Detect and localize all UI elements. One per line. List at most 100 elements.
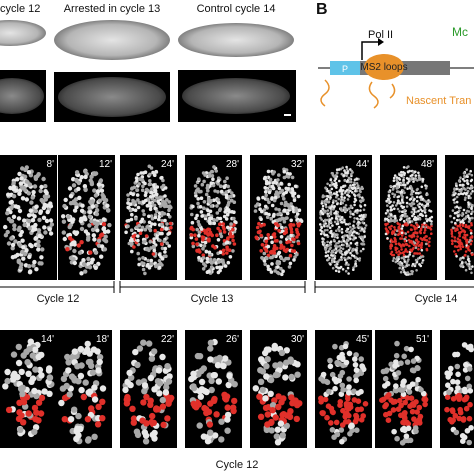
nucleus (343, 256, 346, 260)
nucleus (291, 237, 295, 241)
nucleus (354, 262, 357, 265)
nucleus (216, 190, 220, 194)
nucleus (402, 256, 405, 260)
nucleus (165, 241, 169, 245)
nucleus (136, 345, 144, 352)
nucleus (157, 259, 162, 263)
nucleus (266, 253, 271, 258)
nucleus (266, 244, 271, 249)
nucleus (329, 427, 336, 433)
nucleus (361, 221, 365, 224)
nucleus (280, 225, 284, 230)
nucleus (266, 169, 271, 174)
nucleus (349, 212, 353, 215)
nucleus (415, 365, 421, 372)
nucleus (402, 176, 406, 179)
nucleus (346, 193, 349, 197)
nucleus (159, 227, 164, 232)
nucleus (340, 209, 344, 212)
nucleus (462, 221, 466, 225)
nucleus (453, 250, 456, 253)
nucleus (201, 237, 205, 242)
nucleus (71, 406, 78, 413)
nucleus (334, 431, 341, 438)
nucleus (319, 223, 322, 226)
nucleus (453, 429, 460, 436)
nucleus (410, 190, 414, 193)
embryo (58, 77, 166, 117)
nucleus (467, 264, 471, 268)
nucleus (410, 176, 414, 179)
nucleus (42, 225, 47, 230)
nucleus (471, 265, 474, 268)
nucleus (225, 251, 229, 255)
nucleus (337, 402, 343, 409)
nucleus (339, 422, 346, 428)
nucleus (411, 195, 414, 199)
nucleus (161, 178, 165, 183)
nucleus (261, 195, 265, 200)
nucleus (469, 169, 473, 173)
nucleus (222, 185, 227, 189)
nucleus (414, 216, 418, 220)
nucleus (389, 217, 393, 221)
nucleus (207, 339, 215, 346)
nucleus (200, 182, 205, 187)
nucleus (334, 199, 338, 203)
nucleus (384, 217, 387, 221)
nucleus (333, 184, 337, 188)
nucleus (392, 256, 396, 260)
nucleus (82, 215, 87, 220)
nucleus (462, 171, 466, 175)
nucleus (344, 269, 348, 273)
nucleus (59, 385, 67, 392)
nucleus (345, 240, 349, 243)
nucleus (323, 233, 327, 237)
nucleus (393, 226, 396, 229)
nucleus (392, 201, 396, 204)
nucleus (416, 224, 420, 227)
nucleus (25, 370, 32, 377)
nucleus (33, 222, 38, 228)
nucleus (282, 208, 287, 212)
nucleus (143, 227, 148, 232)
nucleus (158, 231, 163, 236)
nucleus (83, 229, 89, 234)
nucleus (459, 433, 466, 439)
nucleus (461, 386, 468, 393)
nucleus (336, 233, 339, 236)
nucleus (256, 230, 261, 234)
nucleus (330, 260, 334, 264)
nucleus (421, 223, 424, 227)
nucleus (464, 261, 468, 264)
nucleus (148, 201, 152, 205)
nucleus (349, 237, 352, 241)
nucleus (276, 223, 280, 228)
nucleus (83, 174, 88, 180)
nucleus (422, 204, 425, 208)
nucleus (205, 232, 210, 236)
nucleus (221, 248, 226, 253)
nucleus (400, 204, 403, 208)
nucleus (354, 256, 358, 259)
nucleus (215, 204, 219, 208)
nucleus (203, 388, 210, 396)
nucleus (95, 367, 102, 374)
nucleus (137, 257, 142, 261)
nucleus (461, 236, 465, 239)
nucleus (340, 189, 344, 193)
nucleus (410, 204, 413, 208)
nucleus (272, 232, 277, 236)
nucleus (209, 181, 214, 185)
nucleus (354, 248, 358, 252)
nucleus (72, 260, 78, 266)
nucleus (344, 209, 347, 213)
nucleus (425, 200, 428, 203)
nucleus (67, 186, 73, 191)
nucleus (224, 190, 229, 194)
nucleus (416, 203, 420, 207)
nucleus (88, 209, 93, 215)
nucleus (86, 350, 93, 357)
nucleus (60, 375, 68, 383)
nucleus (330, 171, 334, 175)
